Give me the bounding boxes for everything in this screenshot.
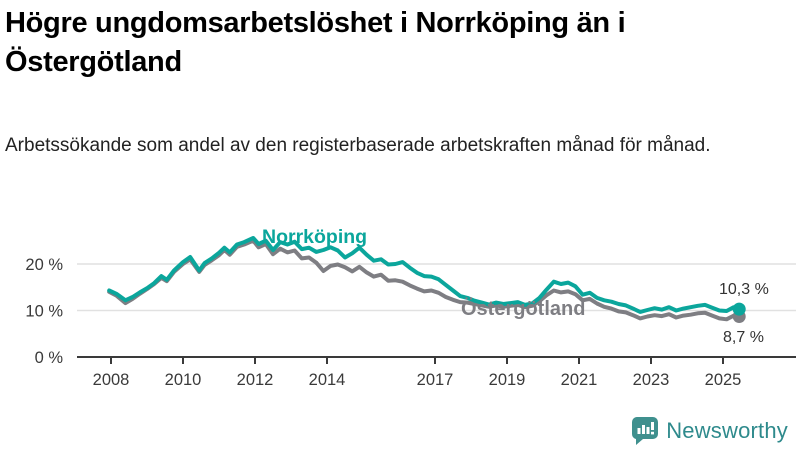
y-tick-label: 20 %	[25, 256, 63, 274]
x-tick-label: 2017	[417, 371, 454, 389]
newsworthy-logo: Newsworthy	[632, 416, 788, 446]
x-tick-label: 2010	[165, 371, 202, 389]
norrkoping-line	[107, 236, 742, 314]
chart-subtitle: Arbetssökande som andel av den registerb…	[5, 135, 711, 156]
x-tick-label: 2021	[561, 371, 598, 389]
x-tick-label: 2023	[633, 371, 670, 389]
norrkoping-end-dot	[732, 302, 746, 316]
line-chart: 0 % 10 % 20 % 2008 2010 2012 2014 2017 2019 2021 2…	[25, 236, 796, 389]
x-tick-label: 2008	[93, 371, 130, 389]
y-tick-label: 10 %	[25, 303, 63, 321]
x-tick-label: 2025	[705, 371, 742, 389]
chart-title: Högre ungdomsarbetslöshet i Norrköping ä…	[5, 7, 626, 78]
x-tick-label: 2012	[237, 371, 274, 389]
end-value-ostergotland: 8,7 %	[723, 329, 764, 346]
newsworthy-bar-chart-icon	[632, 417, 659, 445]
ostergotland-line	[107, 238, 742, 322]
newsworthy-wordmark: Newsworthy	[666, 418, 788, 443]
series-label-norrkoping: Norrköping	[262, 226, 368, 248]
x-tick-label: 2014	[309, 371, 346, 389]
x-tick-label: 2019	[489, 371, 526, 389]
end-value-norrkoping: 10,3 %	[719, 281, 769, 298]
y-tick-label: 0 %	[35, 349, 64, 367]
series-label-ostergotland: Östergötland	[461, 298, 586, 320]
